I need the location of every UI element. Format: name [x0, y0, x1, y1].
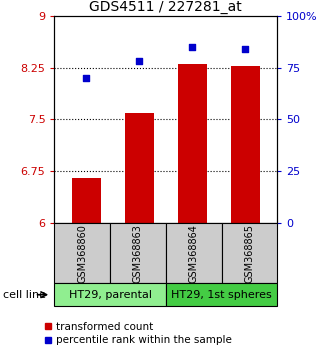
- Text: GSM368865: GSM368865: [244, 224, 254, 282]
- Point: [137, 59, 142, 64]
- Point: [190, 44, 195, 50]
- Text: GSM368860: GSM368860: [77, 224, 87, 282]
- Bar: [72, 178, 101, 223]
- Bar: [166, 223, 221, 283]
- Text: cell line: cell line: [3, 290, 46, 300]
- Text: HT29, 1st spheres: HT29, 1st spheres: [171, 290, 272, 300]
- Text: GSM368863: GSM368863: [133, 224, 143, 282]
- Bar: [221, 223, 277, 283]
- Legend: transformed count, percentile rank within the sample: transformed count, percentile rank withi…: [45, 322, 232, 345]
- Bar: [178, 64, 207, 223]
- Bar: [166, 283, 277, 306]
- Bar: [110, 223, 166, 283]
- Text: HT29, parental: HT29, parental: [69, 290, 152, 300]
- Bar: [231, 65, 260, 223]
- Bar: [125, 113, 154, 223]
- Text: GSM368864: GSM368864: [189, 224, 199, 282]
- Bar: [54, 283, 166, 306]
- Point: [243, 46, 248, 52]
- Title: GDS4511 / 227281_at: GDS4511 / 227281_at: [89, 0, 242, 13]
- Bar: [54, 223, 110, 283]
- Point: [83, 75, 89, 81]
